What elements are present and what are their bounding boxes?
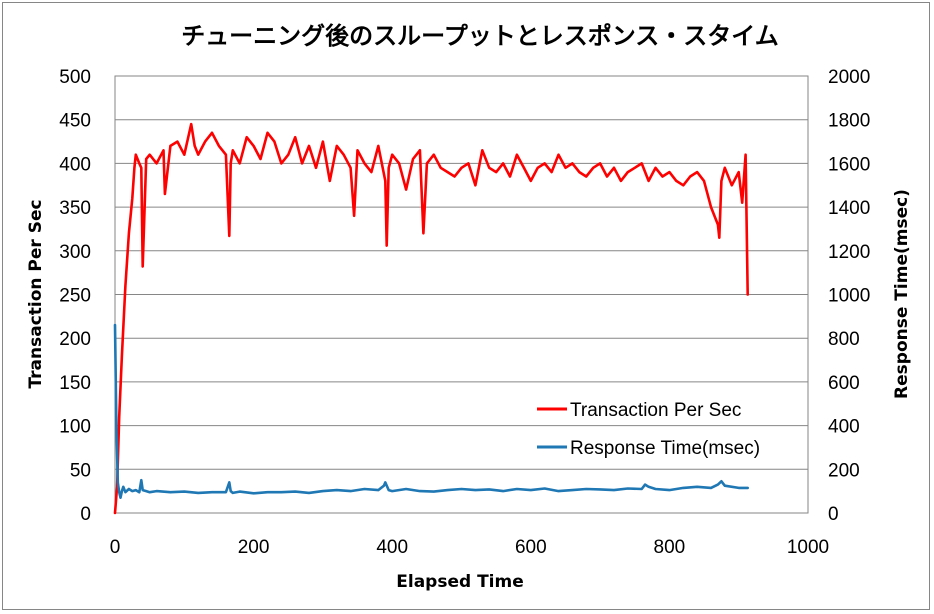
chart-title: チューニング後のスループットとレスポンス・スタイム: [181, 22, 779, 50]
y-tick-label: 450: [59, 111, 91, 132]
y-tick-label: 200: [59, 329, 91, 350]
y2-tick-label: 1600: [828, 154, 870, 175]
y2-axis-title: Response Time(msec): [892, 189, 912, 399]
x-axis-ticks: 0 200 400 600 800 1000: [110, 537, 829, 558]
legend: Transaction Per Sec Response Time(msec): [537, 400, 760, 459]
y-axis-title: Transaction Per Sec: [26, 199, 46, 388]
y-tick-label: 350: [59, 198, 91, 219]
y2-tick-label: 1200: [828, 242, 870, 263]
x-tick-label: 600: [515, 537, 547, 558]
series-line-transactions: [113, 122, 750, 515]
x-tick-label: 0: [110, 537, 121, 558]
y2-tick-label: 1000: [828, 286, 870, 307]
x-tick-label: 400: [376, 537, 408, 558]
y2-tick-label: 1800: [828, 111, 870, 132]
y2-axis-ticks: 0 200 400 600 800 1000 1200 1400 1600 1800 2000: [828, 67, 870, 525]
y2-tick-label: 2000: [828, 67, 870, 88]
legend-label-tps: Transaction Per Sec: [570, 400, 741, 421]
y-tick-label: 400: [59, 154, 91, 175]
y-tick-label: 100: [59, 417, 91, 438]
series-line-response-time: [113, 323, 750, 500]
legend-label-response: Response Time(msec): [570, 438, 760, 459]
series-layer: [113, 122, 750, 515]
y-tick-label: 250: [59, 286, 91, 307]
y2-tick-label: 0: [828, 504, 839, 525]
plot-area-border: [114, 75, 809, 514]
y-tick-label: 150: [59, 373, 91, 394]
y-tick-label: 500: [59, 67, 91, 88]
x-axis-title: Elapsed Time: [396, 572, 523, 592]
y2-tick-label: 400: [828, 417, 860, 438]
y2-tick-label: 600: [828, 373, 860, 394]
y-tick-label: 50: [70, 460, 91, 481]
y2-tick-label: 200: [828, 460, 860, 481]
y2-tick-label: 1400: [828, 198, 870, 219]
y-axis-ticks: 0 50 100 150 200 250 300 350 400 450 500: [59, 67, 91, 525]
y-tick-label: 300: [59, 242, 91, 263]
x-tick-label: 200: [238, 537, 270, 558]
y-tick-label: 0: [80, 504, 91, 525]
x-tick-label: 800: [654, 537, 686, 558]
y2-tick-label: 800: [828, 329, 860, 350]
x-tick-label: 1000: [787, 537, 829, 558]
